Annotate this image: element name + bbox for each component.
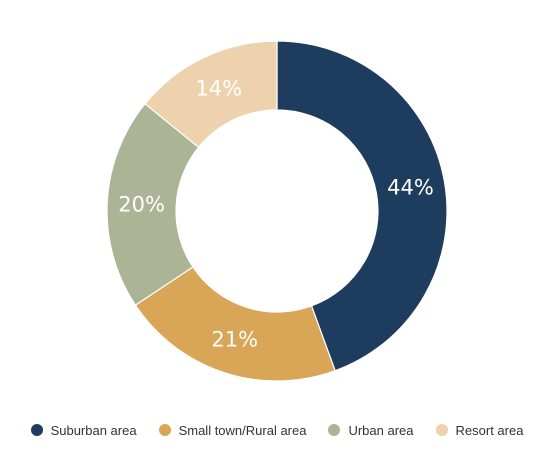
slice-urban-label: 20% <box>118 193 165 217</box>
legend-dot-suburban <box>30 424 43 436</box>
legend-item-small-town: Small town/Rural area <box>158 422 307 438</box>
legend-label-small-town: Small town/Rural area <box>178 422 307 438</box>
legend-label-resort: Resort area <box>455 422 524 438</box>
legend-label-urban: Urban area <box>348 422 414 438</box>
legend-dot-resort <box>435 424 448 436</box>
donut-chart: 44% 21% 20% 14% <box>106 40 448 382</box>
slice-small-town-label: 21% <box>211 328 258 352</box>
legend-item-urban: Urban area <box>328 422 414 438</box>
legend-label-suburban: Suburban area <box>50 422 137 438</box>
chart-legend: Suburban area Small town/Rural area Urba… <box>0 418 554 442</box>
slice-labels: 44% 21% 20% 14% <box>118 77 433 352</box>
legend-item-suburban: Suburban area <box>30 422 137 438</box>
donut-slices <box>106 40 448 382</box>
legend-dot-small-town <box>158 424 171 436</box>
slice-resort <box>144 40 278 149</box>
slice-suburban-label: 44% <box>387 175 434 199</box>
slice-suburban <box>276 40 448 372</box>
slice-resort-label: 14% <box>195 77 242 101</box>
legend-dot-urban <box>328 424 341 436</box>
legend-item-resort: Resort area <box>435 422 524 438</box>
